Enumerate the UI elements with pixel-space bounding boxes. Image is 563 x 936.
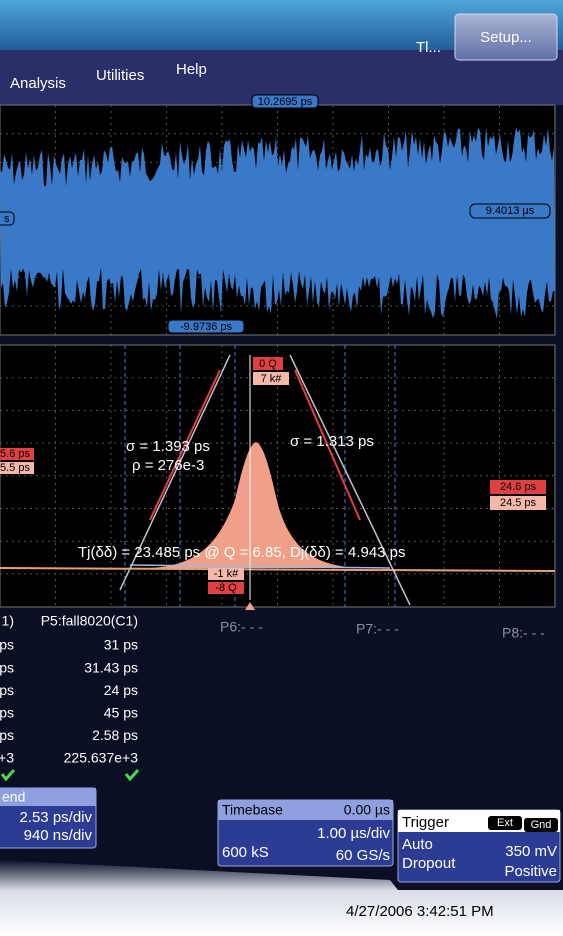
timebase-header: [218, 800, 393, 820]
marker-box: [208, 582, 244, 594]
sigma-left: σ = 1.393 ps: [126, 438, 210, 455]
jitter-span: [129, 564, 391, 569]
menu-item[interactable]: Help: [176, 61, 207, 78]
marker-label: 9.4013 µs: [486, 205, 535, 217]
table-cell: 45 ps: [104, 705, 138, 721]
table-header: 1): [2, 613, 14, 629]
param-table: 1) ps ps ps ps ps +3 P5:fall8020(C1) 31 ps 31.43 …: [0, 613, 140, 782]
trigger-title: Trigger: [402, 814, 449, 831]
table-cell: 225.637e+3: [64, 750, 139, 766]
bathtub-fit: [294, 369, 361, 521]
marker-box: [253, 372, 289, 385]
floor: [0, 860, 563, 936]
marker-label: 5.5 ps: [0, 462, 30, 474]
marker-label: 24.6 ps: [500, 481, 537, 493]
marker-label: -9.9736 ps: [180, 321, 232, 333]
trigger-level: 350 mV: [505, 843, 557, 860]
marker-box: [490, 496, 546, 510]
marker-label: -1 k#: [214, 568, 239, 580]
trigger-type: Dropout: [402, 855, 456, 872]
trigger-mode: Auto: [402, 836, 433, 853]
table-header: P5:fall8020(C1): [41, 613, 138, 629]
marker-box: [490, 480, 546, 494]
table-cell: ps: [0, 659, 14, 675]
marker-box: [0, 462, 34, 474]
histogram: [150, 442, 360, 568]
table-cell: +3: [0, 750, 14, 766]
zoom-line: 940 ns/div: [24, 827, 93, 844]
table-cell: 31.43 ps: [84, 659, 138, 675]
table-cell: 24 ps: [104, 682, 138, 698]
marker-box: [0, 448, 34, 460]
check-icon: [0, 769, 16, 782]
zoom-title: end: [2, 789, 25, 805]
menu-item[interactable]: Analysis: [10, 75, 66, 92]
marker-box: [469, 203, 551, 219]
baseline: [0, 567, 556, 572]
table-cell: ps: [0, 705, 14, 721]
timebase-div: 1.00 µs/div: [317, 825, 390, 842]
rho: ρ = 276e-3: [132, 457, 204, 474]
marker-label: -8 Q: [215, 582, 237, 594]
badge-label: Ext: [497, 817, 513, 829]
table-cell: 2.58 ps: [92, 727, 138, 743]
check-icon: [124, 769, 140, 782]
marker-box: [167, 319, 245, 334]
zoom-line: 2.53 ps/div: [19, 809, 92, 826]
marker-label: 5.6 ps: [0, 448, 30, 460]
zoom-header: [0, 788, 96, 806]
timebase-samples: 600 kS: [222, 844, 269, 861]
marker-box: [208, 568, 244, 580]
marker-label: s: [4, 213, 10, 225]
badge: [488, 816, 522, 830]
trigger-slope: Positive: [504, 863, 557, 880]
marker-box: [0, 211, 15, 226]
badge: [524, 818, 558, 832]
table-cell: ps: [0, 637, 14, 653]
timebase-title: Timebase: [222, 802, 283, 818]
marker-label: 10.2695 ps: [258, 96, 313, 108]
table-cell: 31 ps: [104, 637, 138, 653]
setup-button[interactable]: [454, 13, 558, 61]
marker-label: 0 Q: [259, 358, 277, 370]
param-label[interactable]: P7:- - -: [356, 621, 399, 637]
table-cell: ps: [0, 682, 14, 698]
param-label[interactable]: P8:- - -: [502, 625, 545, 641]
trigger-arrow: [245, 602, 255, 610]
timestamp: 4/27/2006 3:42:51 PM: [346, 903, 494, 920]
sigma-right: σ = 1.313 ps: [290, 433, 374, 450]
setup-label[interactable]: Setup...: [480, 29, 532, 46]
table-cell: ps: [0, 727, 14, 743]
param-label[interactable]: P6:- - -: [220, 619, 263, 635]
timebase-offset: 0.00 µs: [344, 802, 390, 818]
bathtub: [119, 354, 231, 591]
waveform: [0, 126, 555, 319]
badge-label: Gnd: [531, 819, 552, 831]
marker-label: 24.5 ps: [500, 497, 537, 509]
marker-box: [253, 357, 283, 370]
timebase-rate: 60 GS/s: [336, 847, 390, 864]
jitter-readout: Tj(δδ) = 23.485 ps @ Q = 6.85, Dj(δδ) = …: [78, 544, 406, 561]
bathtub-fit: [149, 369, 221, 521]
menu-item[interactable]: Utilities: [96, 67, 144, 84]
marker-box: [251, 94, 319, 109]
marker-label: 7 k#: [261, 373, 283, 385]
bathtub: [289, 354, 411, 606]
menu-item[interactable]: Tl...: [416, 39, 441, 56]
